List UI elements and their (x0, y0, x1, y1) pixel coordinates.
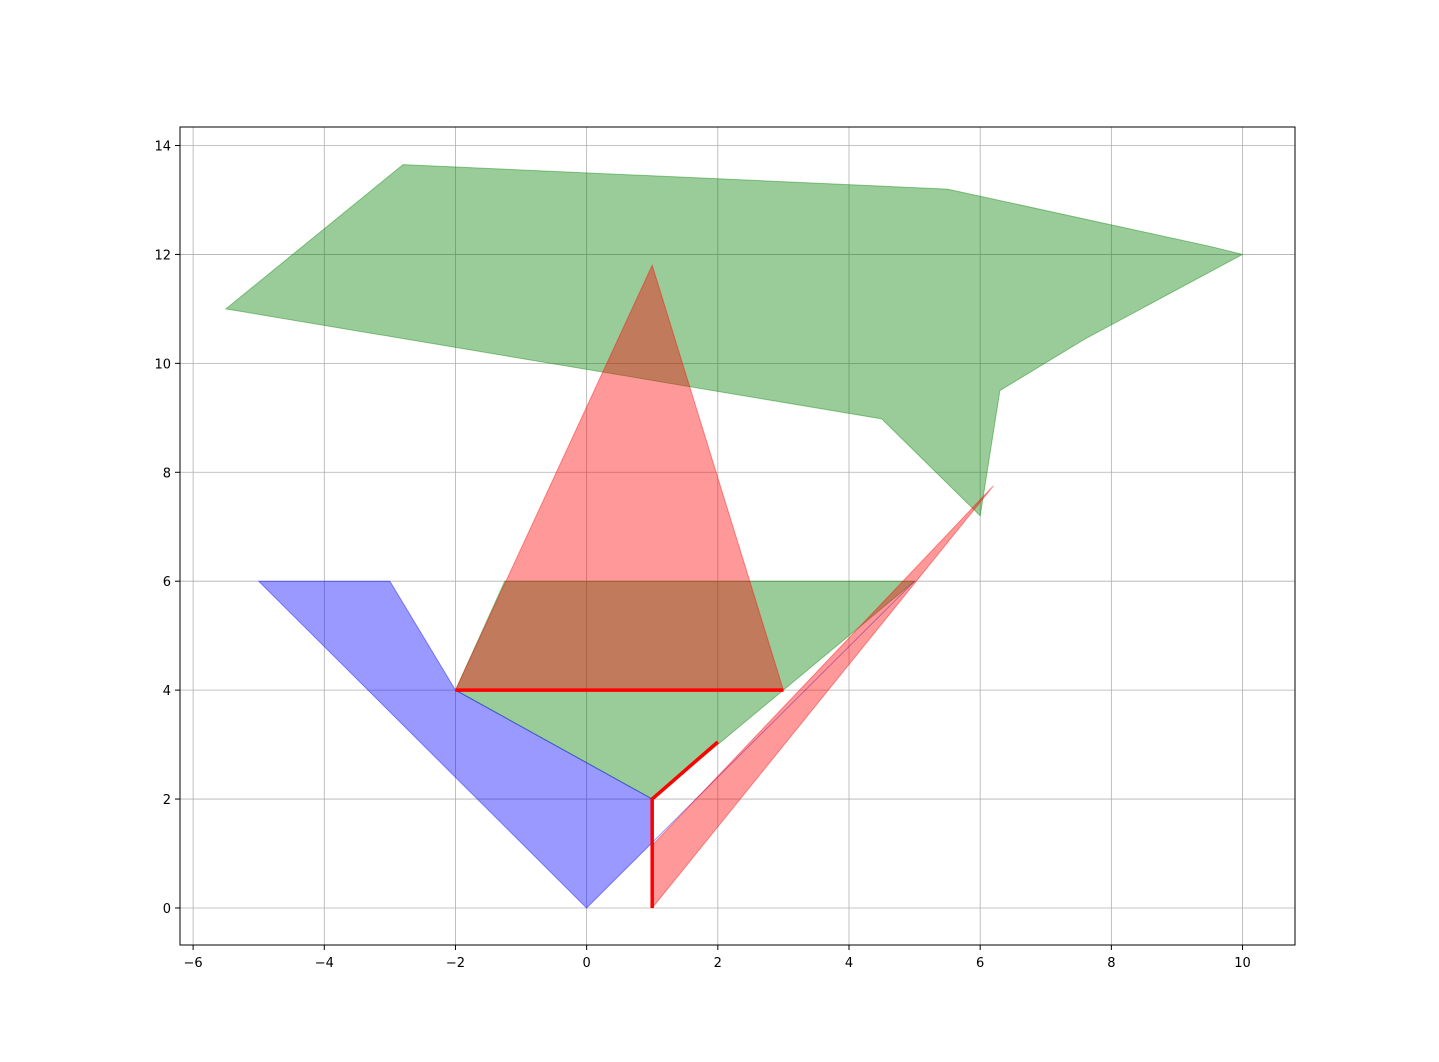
x-tick-label: 4 (845, 956, 853, 971)
x-tick-label: 0 (583, 956, 591, 971)
x-tick-label: 8 (1107, 956, 1115, 971)
x-axis-ticks: −6 −4 −2 0 2 4 6 8 10 (184, 945, 1251, 971)
y-tick-label: 0 (163, 902, 171, 917)
grid (180, 127, 1295, 945)
x-tick-label: 6 (976, 956, 984, 971)
y-tick-label: 4 (163, 684, 171, 699)
polygon-1 (224, 164, 1244, 517)
x-tick-label: −2 (446, 956, 465, 971)
y-tick-label: 12 (154, 248, 171, 263)
y-tick-label: 6 (163, 575, 171, 590)
x-tick-label: 10 (1234, 956, 1251, 971)
polygon-layer (224, 164, 1244, 910)
y-tick-label: 10 (154, 357, 171, 372)
y-tick-label: 8 (163, 466, 171, 481)
x-tick-label: −4 (315, 956, 334, 971)
x-tick-label: −6 (184, 956, 203, 971)
y-tick-label: 14 (154, 140, 171, 155)
y-axis-ticks: 0 2 4 6 8 10 12 14 (154, 140, 180, 917)
y-tick-label: 2 (163, 793, 171, 808)
axes-frame (179, 126, 1296, 946)
x-tick-label: 2 (714, 956, 722, 971)
line-segment-2 (650, 740, 719, 908)
line-layer (455, 688, 784, 908)
